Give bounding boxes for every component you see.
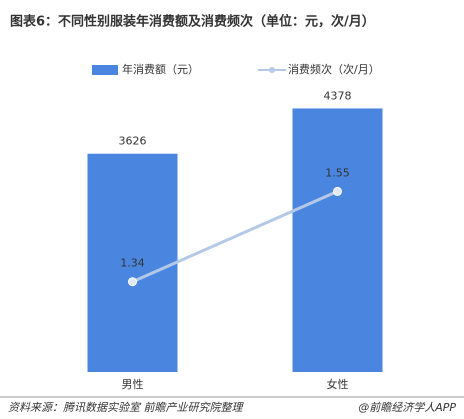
legend-swatch (269, 67, 275, 73)
data-label: 4378 (324, 89, 352, 102)
source: 资料来源：腾讯数据实验室 前瞻产业研究院整理 (8, 401, 244, 414)
bar (87, 153, 178, 372)
data-label: 1.34 (120, 257, 145, 270)
line-point (333, 186, 342, 196)
line-point (128, 277, 137, 287)
bar (292, 108, 383, 372)
legend-label: 消费频次（次/月） (288, 62, 380, 76)
x-tick-label: 女性 (327, 377, 349, 391)
legend-label: 年消费额（元） (122, 62, 199, 76)
x-tick-label: 男性 (122, 377, 144, 391)
line (131, 190, 339, 284)
data-label: 3626 (119, 135, 147, 148)
data-label: 1.55 (325, 166, 350, 179)
brand: @前瞻经济学人APP (358, 401, 456, 414)
legend-swatch (92, 65, 118, 75)
chart-title: 图表6：不同性别服装年消费额及消费频次（单位：元，次/月） (10, 14, 375, 30)
